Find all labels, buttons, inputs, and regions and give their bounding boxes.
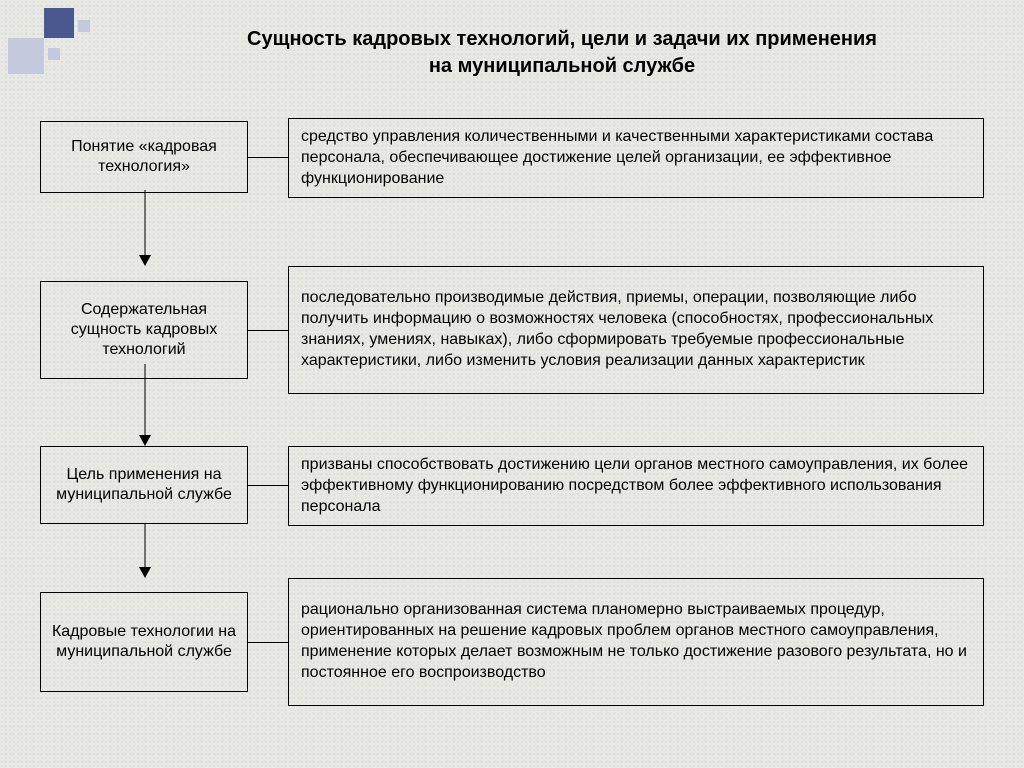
deco-square-dark <box>44 8 74 38</box>
arrow-line <box>144 364 145 436</box>
diagram-row: Содержательная сущность кадровых техноло… <box>40 266 984 394</box>
connector-horizontal <box>248 578 288 706</box>
arrow-down <box>144 524 145 578</box>
description-box: средство управления количественными и ка… <box>288 118 984 198</box>
arrow-head-icon <box>139 567 151 578</box>
concept-box: Цель применения на муниципальной службе <box>40 446 248 524</box>
concept-box: Кадровые технологии на муниципальной слу… <box>40 592 248 692</box>
arrow-line <box>144 524 145 568</box>
title-line-2: на муниципальной службе <box>140 53 984 80</box>
description-box: последовательно производимые действия, п… <box>288 266 984 394</box>
deco-square-light-small-1 <box>78 20 90 32</box>
arrow-down <box>144 190 145 266</box>
connector-horizontal <box>248 446 288 524</box>
page-title: Сущность кадровых технологий, цели и зад… <box>140 26 984 80</box>
title-line-1: Сущность кадровых технологий, цели и зад… <box>140 26 984 53</box>
concept-box: Понятие «кадровая технология» <box>40 121 248 193</box>
diagram-row: Кадровые технологии на муниципальной слу… <box>40 578 984 706</box>
arrow-head-icon <box>139 435 151 446</box>
diagram-row: Цель применения на муниципальной службе п… <box>40 446 984 526</box>
arrow-line <box>144 190 145 256</box>
connector-horizontal <box>248 266 288 394</box>
deco-square-light-small-2 <box>48 48 60 60</box>
description-box: рационально организованная система плано… <box>288 578 984 706</box>
connector-horizontal <box>248 118 288 196</box>
deco-square-light-large <box>8 38 44 74</box>
arrow-head-icon <box>139 255 151 266</box>
arrow-down <box>144 364 145 446</box>
diagram-row: Понятие «кадровая технология» средство уп… <box>40 118 984 198</box>
description-box: призваны способствовать достижению цели … <box>288 446 984 526</box>
diagram-area: Понятие «кадровая технология» средство уп… <box>40 118 984 748</box>
